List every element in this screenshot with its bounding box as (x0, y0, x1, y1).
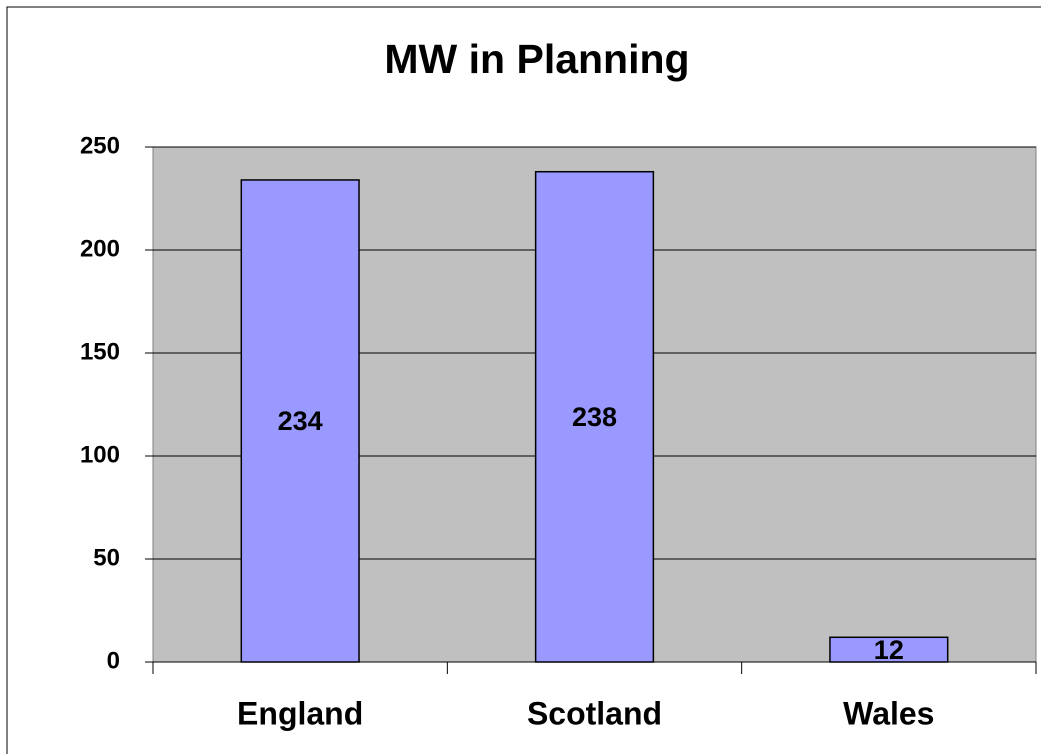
y-tick-label: 150 (80, 338, 120, 365)
y-tick-label: 250 (80, 132, 120, 159)
y-tick-label: 100 (80, 441, 120, 468)
y-tick-label: 0 (107, 647, 120, 674)
x-tick-label: England (237, 695, 363, 731)
data-label: 234 (278, 406, 323, 436)
bar (534, 170, 655, 663)
x-tick-label: Wales (843, 695, 934, 731)
data-label: 12 (874, 635, 904, 665)
chart-title: MW in Planning (384, 36, 689, 82)
y-tick-label: 50 (93, 544, 120, 571)
x-tick-label: Scotland (527, 695, 662, 731)
bar (829, 636, 949, 663)
data-label: 238 (572, 402, 617, 432)
y-tick-label: 200 (80, 235, 120, 262)
bar (240, 179, 360, 663)
